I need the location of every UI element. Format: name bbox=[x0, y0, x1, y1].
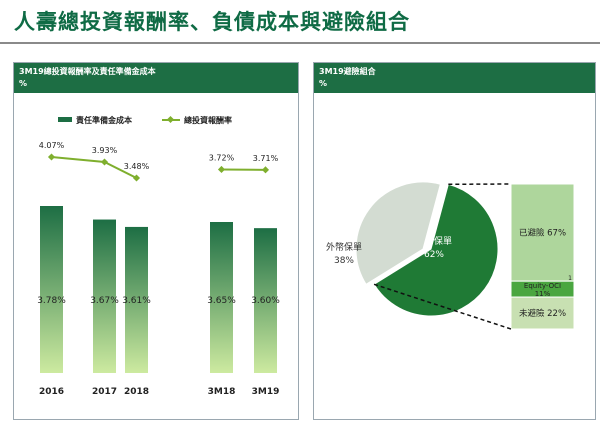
legend-marker-investment-return bbox=[166, 115, 175, 124]
reserve-cost-data-label: 3.60% bbox=[251, 296, 280, 306]
hedging-mix-panel-unit: % bbox=[319, 79, 328, 88]
reserve-cost-data-label: 3.67% bbox=[90, 296, 119, 306]
foreign-policy-label: 外幣保單 bbox=[326, 241, 362, 253]
investment-return-point bbox=[47, 153, 56, 161]
title-divider bbox=[0, 42, 600, 44]
legend-label-investment-return: 總投資報酬率 bbox=[184, 115, 232, 125]
hedging-mix-panel-header: 3M19避險組合 % bbox=[314, 63, 595, 93]
legend-swatch-reserve-cost bbox=[58, 117, 72, 122]
reserve-cost-bar bbox=[125, 226, 148, 373]
investment-return-data-label: 4.07% bbox=[39, 141, 65, 150]
category-tick-label: 2017 bbox=[92, 387, 117, 397]
category-tick-label: 3M19 bbox=[252, 387, 280, 397]
equity-oci-segment-value: 11% bbox=[535, 290, 551, 298]
hedged-segment-label: 已避險 67% bbox=[519, 228, 566, 239]
reserve-cost-bar bbox=[254, 228, 277, 373]
domestic-policy-label-value: 62% bbox=[424, 250, 444, 260]
investment-return-panel-unit: % bbox=[19, 79, 28, 88]
category-tick-label: 2016 bbox=[39, 387, 64, 397]
connector-bottom bbox=[373, 283, 512, 330]
investment-return-panel: 3M19總投資報酬率及責任準備金成本 % 責任準備金成本 總投資報酬率 3.78%… bbox=[13, 62, 299, 420]
hedging-mix-panel: 3M19避險組合 % 台幣保單 62% 外幣保單 38% 已避險 67% Equity-… bbox=[313, 62, 596, 420]
hedged-segment bbox=[510, 183, 575, 282]
category-tick-label: 3M18 bbox=[208, 387, 236, 397]
equity-oci-marker: 1 bbox=[568, 275, 572, 282]
page-title: 人壽總投資報酬率、負債成本與避險組合 bbox=[14, 9, 410, 34]
foreign-policy-label-value: 38% bbox=[334, 256, 354, 266]
investment-return-data-label: 3.71% bbox=[253, 154, 279, 163]
hedging-mix-panel-title: 3M19避險組合 bbox=[319, 67, 376, 76]
return-vs-cost-chart: 責任準備金成本 總投資報酬率 3.78% 3.67% 3.61% 3.65% 3.60% … bbox=[37, 115, 280, 397]
reserve-cost-bar bbox=[210, 222, 233, 373]
investment-return-data-label: 3.72% bbox=[209, 153, 235, 162]
reserve-cost-data-label: 3.78% bbox=[37, 296, 66, 306]
legend-label-reserve-cost: 責任準備金成本 bbox=[76, 115, 132, 125]
investment-return-data-label: 3.48% bbox=[124, 162, 150, 171]
foreign-policy-slice bbox=[355, 181, 441, 285]
category-tick-label: 2018 bbox=[124, 387, 149, 397]
reserve-cost-bar bbox=[40, 206, 63, 373]
investment-return-panel-header: 3M19總投資報酬率及責任準備金成本 % bbox=[14, 63, 298, 93]
investment-return-point bbox=[261, 166, 270, 174]
reserve-cost-bar bbox=[93, 219, 116, 373]
investment-return-panel-title: 3M19總投資報酬率及責任準備金成本 bbox=[19, 67, 156, 76]
investment-return-data-label: 3.93% bbox=[92, 146, 118, 155]
domestic-policy-slice bbox=[373, 183, 499, 317]
investment-return-point bbox=[132, 174, 141, 182]
reserve-cost-data-label: 3.65% bbox=[207, 296, 236, 306]
unhedged-segment-label: 未避險 22% bbox=[519, 308, 566, 319]
equity-oci-segment-label: Equity-OCI bbox=[524, 282, 561, 290]
reserve-cost-data-label: 3.61% bbox=[122, 296, 151, 306]
investment-return-point bbox=[217, 165, 226, 173]
investment-return-point bbox=[100, 158, 109, 166]
unhedged-segment bbox=[510, 296, 575, 330]
